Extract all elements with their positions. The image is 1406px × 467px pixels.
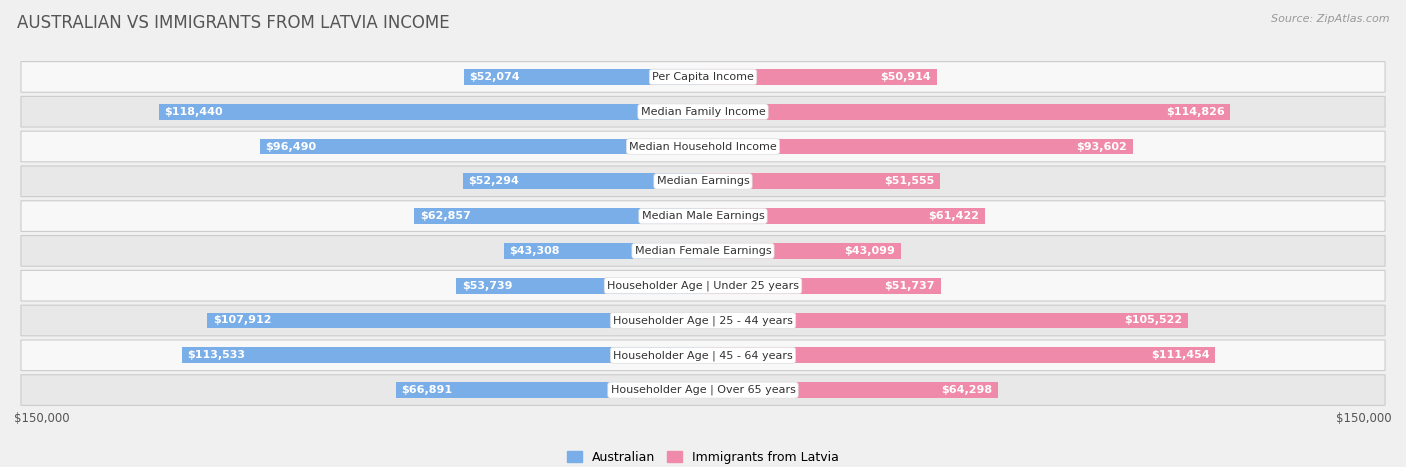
Text: $52,294: $52,294: [468, 177, 519, 186]
Text: $61,422: $61,422: [928, 211, 980, 221]
Bar: [260, 139, 703, 154]
Text: $107,912: $107,912: [212, 316, 271, 325]
FancyBboxPatch shape: [21, 235, 1385, 266]
Bar: [703, 243, 901, 259]
FancyBboxPatch shape: [21, 166, 1385, 197]
Bar: [207, 313, 703, 328]
Bar: [463, 173, 703, 189]
Bar: [703, 69, 936, 85]
Text: $62,857: $62,857: [420, 211, 471, 221]
FancyBboxPatch shape: [21, 305, 1385, 336]
Bar: [703, 104, 1230, 120]
Text: AUSTRALIAN VS IMMIGRANTS FROM LATVIA INCOME: AUSTRALIAN VS IMMIGRANTS FROM LATVIA INC…: [17, 14, 450, 32]
Bar: [703, 313, 1188, 328]
Bar: [703, 208, 986, 224]
Text: Median Female Earnings: Median Female Earnings: [634, 246, 772, 256]
Bar: [181, 347, 703, 363]
Text: $93,602: $93,602: [1077, 142, 1128, 151]
Text: Median Earnings: Median Earnings: [657, 177, 749, 186]
Text: $150,000: $150,000: [14, 411, 70, 425]
Text: $150,000: $150,000: [1336, 411, 1392, 425]
Text: $105,522: $105,522: [1123, 316, 1182, 325]
Text: Median Male Earnings: Median Male Earnings: [641, 211, 765, 221]
Text: Per Capita Income: Per Capita Income: [652, 72, 754, 82]
FancyBboxPatch shape: [21, 201, 1385, 232]
Text: $114,826: $114,826: [1166, 107, 1225, 117]
Text: Source: ZipAtlas.com: Source: ZipAtlas.com: [1271, 14, 1389, 24]
Bar: [395, 382, 703, 398]
Text: Householder Age | Over 65 years: Householder Age | Over 65 years: [610, 385, 796, 396]
Text: $66,891: $66,891: [401, 385, 453, 395]
FancyBboxPatch shape: [21, 96, 1385, 127]
Text: $53,739: $53,739: [461, 281, 512, 290]
Bar: [456, 278, 703, 294]
Legend: Australian, Immigrants from Latvia: Australian, Immigrants from Latvia: [561, 446, 845, 467]
Text: $118,440: $118,440: [165, 107, 224, 117]
Text: Householder Age | 45 - 64 years: Householder Age | 45 - 64 years: [613, 350, 793, 361]
FancyBboxPatch shape: [21, 131, 1385, 162]
Text: $43,099: $43,099: [845, 246, 896, 256]
Text: $64,298: $64,298: [942, 385, 993, 395]
Text: Householder Age | Under 25 years: Householder Age | Under 25 years: [607, 281, 799, 291]
FancyBboxPatch shape: [21, 340, 1385, 371]
Text: $96,490: $96,490: [266, 142, 316, 151]
Text: Median Household Income: Median Household Income: [628, 142, 778, 151]
Bar: [703, 278, 941, 294]
Bar: [464, 69, 703, 85]
Text: $51,555: $51,555: [884, 177, 934, 186]
Bar: [703, 347, 1215, 363]
Text: Householder Age | 25 - 44 years: Householder Age | 25 - 44 years: [613, 315, 793, 326]
Text: $113,533: $113,533: [187, 350, 245, 360]
Bar: [703, 382, 998, 398]
Text: $111,454: $111,454: [1150, 350, 1209, 360]
Bar: [415, 208, 703, 224]
FancyBboxPatch shape: [21, 270, 1385, 301]
FancyBboxPatch shape: [21, 375, 1385, 405]
Bar: [505, 243, 703, 259]
Text: Median Family Income: Median Family Income: [641, 107, 765, 117]
Text: $52,074: $52,074: [470, 72, 520, 82]
Text: $51,737: $51,737: [884, 281, 935, 290]
Bar: [703, 173, 939, 189]
Text: $50,914: $50,914: [880, 72, 931, 82]
Bar: [159, 104, 703, 120]
Bar: [703, 139, 1133, 154]
Text: $43,308: $43,308: [509, 246, 560, 256]
FancyBboxPatch shape: [21, 62, 1385, 92]
